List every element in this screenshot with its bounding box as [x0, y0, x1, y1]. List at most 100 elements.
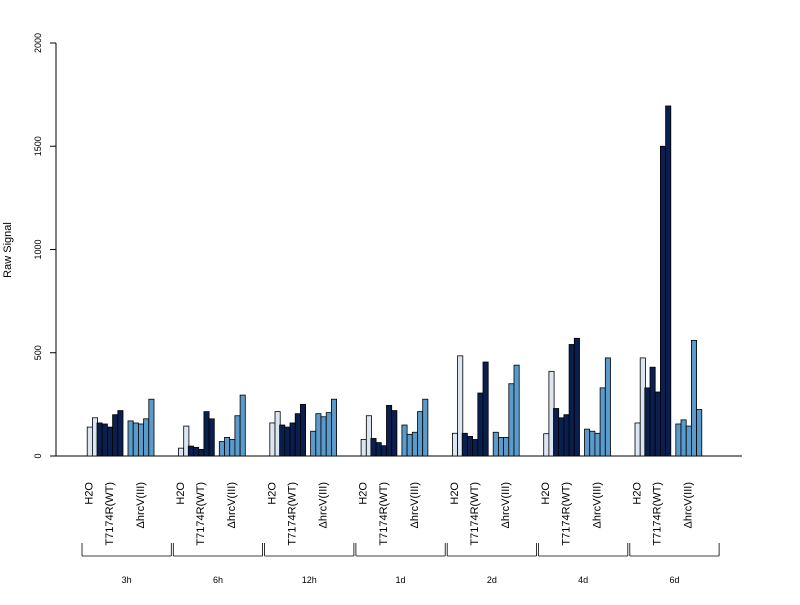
- treatment-label: T7174R(WT): [195, 482, 207, 546]
- bar: [584, 428, 591, 457]
- bar: [325, 412, 332, 457]
- timepoint-label: 1d: [396, 575, 406, 585]
- bar: [461, 432, 468, 457]
- bar: [553, 408, 560, 457]
- treatment-label: T7174R(WT): [287, 482, 299, 546]
- bar: [558, 417, 565, 457]
- treatment-label: ΔhrcV(III): [683, 482, 695, 528]
- bar: [422, 398, 429, 457]
- bar: [320, 416, 327, 457]
- bar: [375, 442, 382, 457]
- bar: [117, 410, 124, 457]
- bar: [360, 439, 367, 457]
- bar: [599, 387, 606, 457]
- treatment-label: ΔhrcV(III): [591, 482, 603, 528]
- bar: [107, 426, 114, 457]
- treatment-label: H2O: [84, 482, 96, 505]
- treatment-label: H2O: [540, 482, 552, 505]
- timepoint-label: 4d: [578, 575, 588, 585]
- bar: [660, 145, 667, 457]
- bar: [148, 398, 155, 457]
- treatment-label: H2O: [266, 482, 278, 505]
- bar: [508, 383, 515, 457]
- bar: [234, 415, 241, 457]
- bar: [680, 419, 687, 457]
- bar: [96, 422, 103, 457]
- bar: [563, 414, 570, 457]
- timepoint-label: 12h: [302, 575, 317, 585]
- bar: [634, 422, 641, 457]
- bar: [406, 433, 413, 457]
- timepoint-label: 6d: [669, 575, 679, 585]
- timepoint-label: 6h: [213, 575, 223, 585]
- bar: [411, 431, 418, 457]
- y-tick-label: 0: [33, 453, 43, 458]
- bar: [466, 435, 473, 457]
- bar: [503, 437, 510, 457]
- treatment-label: ΔhrcV(III): [500, 482, 512, 528]
- y-tick-label: 1000: [33, 239, 43, 259]
- bar: [573, 337, 580, 457]
- y-tick-label: 1500: [33, 136, 43, 156]
- bar: [330, 398, 337, 457]
- bar: [224, 437, 231, 457]
- bar: [365, 415, 372, 457]
- treatment-label: T7174R(WT): [104, 482, 116, 546]
- bar: [451, 432, 458, 457]
- treatment-label: H2O: [175, 482, 187, 505]
- y-tick-label: 500: [33, 345, 43, 360]
- bar: [208, 418, 215, 457]
- bar: [143, 418, 150, 457]
- bar: [696, 409, 703, 457]
- treatment-label: ΔhrcV(III): [135, 482, 147, 528]
- bar: [401, 424, 408, 457]
- bar: [675, 423, 682, 457]
- bar: [183, 425, 190, 457]
- treatment-label: T7174R(WT): [560, 482, 572, 546]
- treatment-label: H2O: [632, 482, 644, 505]
- bar: [315, 413, 322, 457]
- treatment-label: ΔhrcV(III): [318, 482, 330, 528]
- bar: [644, 387, 651, 457]
- bar: [685, 425, 692, 457]
- bar: [380, 445, 387, 457]
- timepoint-label: 3h: [122, 575, 132, 585]
- bar: [86, 426, 93, 457]
- treatment-label: ΔhrcV(III): [409, 482, 421, 528]
- bar: [370, 438, 377, 457]
- bar: [497, 437, 504, 457]
- bar: [310, 430, 317, 457]
- bar: [568, 344, 575, 457]
- bar: [187, 445, 194, 457]
- treatment-label: H2O: [449, 482, 461, 505]
- bar: [132, 422, 139, 457]
- bar: [279, 424, 286, 457]
- bar: [101, 423, 108, 457]
- bar: [482, 361, 489, 457]
- bar: [543, 433, 550, 457]
- bar: [112, 414, 119, 457]
- bar: [284, 426, 291, 457]
- bar: [604, 357, 611, 457]
- bar: [649, 366, 656, 457]
- bar: [178, 447, 185, 457]
- bar: [127, 420, 134, 457]
- bar: [386, 405, 393, 457]
- bar: [289, 422, 296, 457]
- y-tick-label: 2000: [33, 33, 43, 53]
- bar: [269, 422, 276, 457]
- bar: [198, 448, 205, 457]
- bar: [654, 391, 661, 457]
- bar: [239, 394, 246, 457]
- treatment-label: H2O: [358, 482, 370, 505]
- bar: [229, 439, 236, 457]
- bar: [193, 446, 200, 457]
- bar: [218, 441, 225, 457]
- bar: [137, 423, 144, 457]
- treatment-label: T7174R(WT): [469, 482, 481, 546]
- bar: [589, 430, 596, 457]
- bar: [665, 105, 672, 457]
- treatment-label: T7174R(WT): [378, 482, 390, 546]
